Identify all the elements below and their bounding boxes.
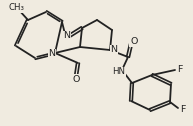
Text: O: O — [72, 74, 80, 84]
Text: O: O — [130, 38, 138, 46]
Text: N: N — [111, 45, 118, 55]
Text: HN: HN — [113, 68, 125, 76]
Text: N: N — [63, 32, 70, 40]
Text: F: F — [180, 104, 186, 114]
Text: N: N — [48, 50, 56, 58]
Text: F: F — [177, 65, 183, 73]
Text: CH₃: CH₃ — [9, 4, 25, 12]
